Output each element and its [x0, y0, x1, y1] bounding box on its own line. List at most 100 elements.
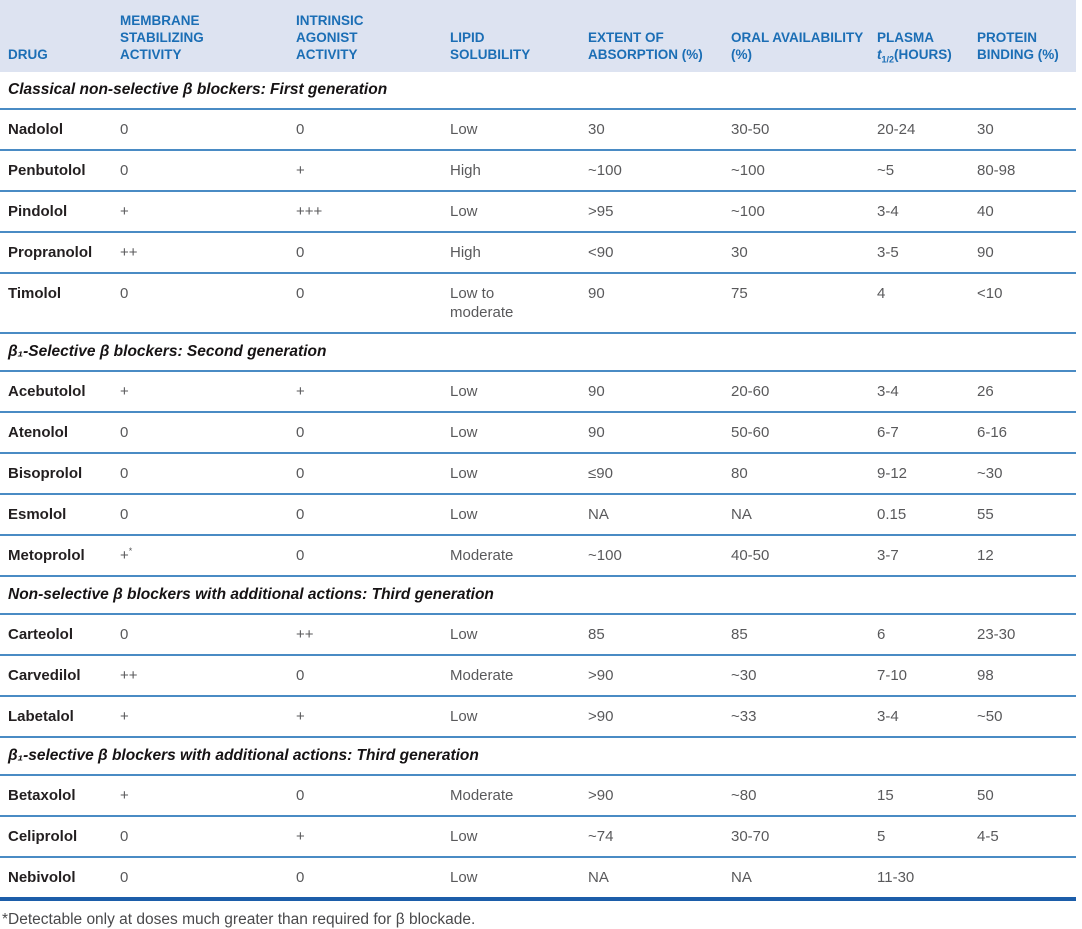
oral-cell: 80 — [723, 453, 869, 494]
plasma-cell: 20-24 — [869, 109, 969, 150]
column-header-oral: ORAL AVAILABILITY (%) — [723, 0, 869, 72]
protein-cell: ~50 — [969, 696, 1076, 737]
msa-cell: 0 — [112, 614, 288, 655]
drug-cell: Timolol — [0, 273, 112, 333]
protein-cell: 98 — [969, 655, 1076, 696]
absorption-cell: >90 — [580, 696, 723, 737]
drug-cell: Esmolol — [0, 494, 112, 535]
lipid-cell: High — [442, 150, 580, 191]
drug-cell: Acebutolol — [0, 371, 112, 412]
absorption-cell: >90 — [580, 655, 723, 696]
plasma-cell: 0.15 — [869, 494, 969, 535]
drug-cell: Carvedilol — [0, 655, 112, 696]
protein-cell: ~30 — [969, 453, 1076, 494]
oral-cell: 40-50 — [723, 535, 869, 576]
drug-cell: Labetalol — [0, 696, 112, 737]
msa-cell: 0 — [112, 412, 288, 453]
protein-cell: 50 — [969, 775, 1076, 816]
lipid-cell: Low — [442, 412, 580, 453]
table-row: Esmolol 0 0 Low NA NA 0.15 55 — [0, 494, 1076, 535]
drug-cell: Celiprolol — [0, 816, 112, 857]
protein-cell: 6-16 — [969, 412, 1076, 453]
plasma-cell: 9-12 — [869, 453, 969, 494]
oral-cell: ~30 — [723, 655, 869, 696]
msa-cell: + — [112, 371, 288, 412]
protein-cell: <10 — [969, 273, 1076, 333]
table-header: DRUG MEMBRANE STABILIZING ACTIVITY INTRINS… — [0, 0, 1076, 72]
lipid-cell: Low to moderate — [442, 273, 580, 333]
absorption-cell: ~100 — [580, 150, 723, 191]
msa-cell: + — [112, 696, 288, 737]
column-header-lipid: LIPID SOLUBILITY — [442, 0, 580, 72]
drug-cell: Penbutolol — [0, 150, 112, 191]
absorption-cell: ~100 — [580, 535, 723, 576]
section-header-row: Classical non-selective β blockers: Firs… — [0, 72, 1076, 109]
protein-cell: 26 — [969, 371, 1076, 412]
protein-cell: 23-30 — [969, 614, 1076, 655]
table-row: Nebivolol 0 0 Low NA NA 11-30 — [0, 857, 1076, 899]
protein-cell: 12 — [969, 535, 1076, 576]
iaa-cell: 0 — [288, 273, 442, 333]
msa-cell: +* — [112, 535, 288, 576]
section-header-row: β₁-selective β blockers with additional … — [0, 737, 1076, 775]
lipid-cell: Low — [442, 696, 580, 737]
absorption-cell: 90 — [580, 371, 723, 412]
lipid-cell: Moderate — [442, 655, 580, 696]
plasma-cell: 4 — [869, 273, 969, 333]
iaa-cell: +++ — [288, 191, 442, 232]
protein-cell: 30 — [969, 109, 1076, 150]
table-row: Metoprolol +* 0 Moderate ~100 40-50 3-7 12 — [0, 535, 1076, 576]
msa-cell: 0 — [112, 857, 288, 899]
lipid-cell: Moderate — [442, 775, 580, 816]
msa-cell: + — [112, 775, 288, 816]
table-row: Bisoprolol 0 0 Low ≤90 80 9-12 ~30 — [0, 453, 1076, 494]
lipid-cell: High — [442, 232, 580, 273]
section-title: β₁-selective β blockers with additional … — [0, 737, 1076, 775]
msa-cell: 0 — [112, 453, 288, 494]
plasma-cell: 3-4 — [869, 191, 969, 232]
table-row: Atenolol 0 0 Low 90 50-60 6-7 6-16 — [0, 412, 1076, 453]
msa-cell: 0 — [112, 150, 288, 191]
drug-cell: Betaxolol — [0, 775, 112, 816]
table-row: Penbutolol 0 + High ~100 ~100 ~5 80-98 — [0, 150, 1076, 191]
lipid-cell: Low — [442, 371, 580, 412]
oral-cell: 30-70 — [723, 816, 869, 857]
header-row: DRUG MEMBRANE STABILIZING ACTIVITY INTRINS… — [0, 0, 1076, 72]
absorption-cell: NA — [580, 857, 723, 899]
plasma-cell: 6-7 — [869, 412, 969, 453]
lipid-cell: Low — [442, 494, 580, 535]
lipid-cell: Low — [442, 614, 580, 655]
lipid-cell: Low — [442, 191, 580, 232]
plasma-cell: 3-7 — [869, 535, 969, 576]
msa-cell: + — [112, 191, 288, 232]
iaa-cell: + — [288, 696, 442, 737]
absorption-cell: <90 — [580, 232, 723, 273]
plasma-cell: 6 — [869, 614, 969, 655]
drug-cell: Propranolol — [0, 232, 112, 273]
msa-cell: 0 — [112, 273, 288, 333]
plasma-cell: 5 — [869, 816, 969, 857]
table-row: Labetalol + + Low >90 ~33 3-4 ~50 — [0, 696, 1076, 737]
absorption-cell: >95 — [580, 191, 723, 232]
protein-cell: 80-98 — [969, 150, 1076, 191]
protein-cell — [969, 857, 1076, 899]
column-header-msa: MEMBRANE STABILIZING ACTIVITY — [112, 0, 288, 72]
oral-cell: 30 — [723, 232, 869, 273]
iaa-cell: 0 — [288, 857, 442, 899]
absorption-cell: ~74 — [580, 816, 723, 857]
plasma-cell: 11-30 — [869, 857, 969, 899]
iaa-cell: + — [288, 150, 442, 191]
table-row: Propranolol ++ 0 High <90 30 3-5 90 — [0, 232, 1076, 273]
lipid-cell: Low — [442, 109, 580, 150]
oral-cell: 75 — [723, 273, 869, 333]
absorption-cell: 90 — [580, 273, 723, 333]
table-footnote: *Detectable only at doses much greater t… — [2, 911, 476, 928]
section-header-row: β₁-Selective β blockers: Second generati… — [0, 333, 1076, 371]
absorption-cell: 30 — [580, 109, 723, 150]
drug-cell: Nebivolol — [0, 857, 112, 899]
protein-cell: 90 — [969, 232, 1076, 273]
lipid-cell: Moderate — [442, 535, 580, 576]
msa-cell: 0 — [112, 494, 288, 535]
oral-cell: 85 — [723, 614, 869, 655]
